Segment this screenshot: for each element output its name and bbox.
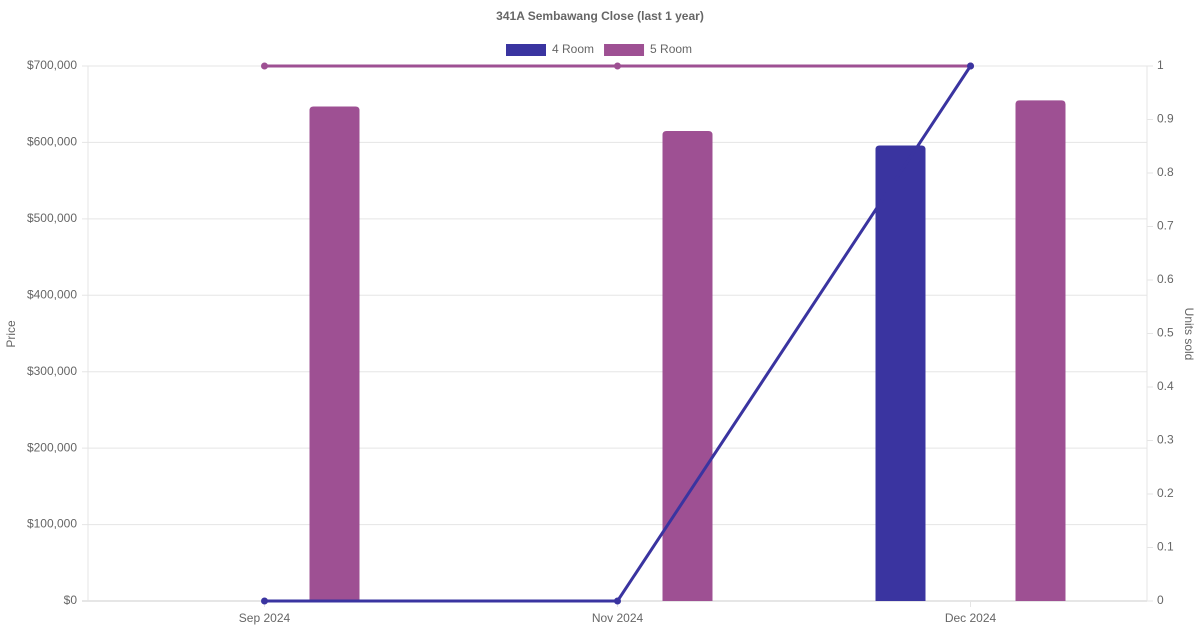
- y2-tick-label: 0.4: [1157, 379, 1174, 393]
- y2-tick-label: 0.6: [1157, 272, 1174, 286]
- point: [614, 62, 621, 70]
- y2-tick-label: 1: [1157, 58, 1164, 72]
- x-tick-label: Nov 2024: [592, 611, 644, 625]
- line: [264, 65, 972, 603]
- y2-tick-label: 0.8: [1157, 165, 1174, 179]
- y2-tick-label: 0.7: [1157, 219, 1174, 233]
- y-tick-label: $100,000: [27, 517, 77, 531]
- x-tick-label: Dec 2024: [945, 611, 997, 625]
- point: [261, 597, 268, 605]
- bar: [309, 106, 360, 601]
- y-tick-label: $600,000: [27, 135, 77, 149]
- legend-swatch: [604, 44, 645, 56]
- y2-tick-label: 0.2: [1157, 486, 1174, 500]
- bar: [1015, 100, 1066, 602]
- y2-tick-label: 0: [1157, 593, 1164, 607]
- point: [614, 597, 621, 605]
- y2-tick-label: 0.5: [1157, 326, 1174, 340]
- bar: [662, 130, 713, 601]
- y2-axis-title: Units sold: [1182, 308, 1196, 361]
- point: [967, 62, 974, 70]
- y-tick-label: $300,000: [27, 364, 77, 378]
- chart-title: 341A Sembawang Close (last 1 year): [496, 9, 704, 23]
- y-tick-label: $700,000: [27, 58, 77, 72]
- y2-tick-label: 0.1: [1157, 540, 1174, 554]
- legend-label: 4 Room: [552, 42, 594, 56]
- y-tick-label: $400,000: [27, 287, 77, 301]
- y-axis-title: Price: [4, 320, 18, 348]
- bar: [875, 145, 926, 601]
- y-tick-label: $500,000: [27, 211, 77, 225]
- y-tick-label: $200,000: [27, 440, 77, 454]
- point: [261, 62, 268, 70]
- y2-tick-label: 0.9: [1157, 112, 1174, 126]
- legend-swatch: [506, 44, 546, 56]
- y-tick-label: $0: [64, 593, 78, 607]
- y2-tick-label: 0.3: [1157, 433, 1174, 447]
- x-tick-label: Sep 2024: [239, 611, 291, 625]
- legend-label: 5 Room: [650, 42, 692, 56]
